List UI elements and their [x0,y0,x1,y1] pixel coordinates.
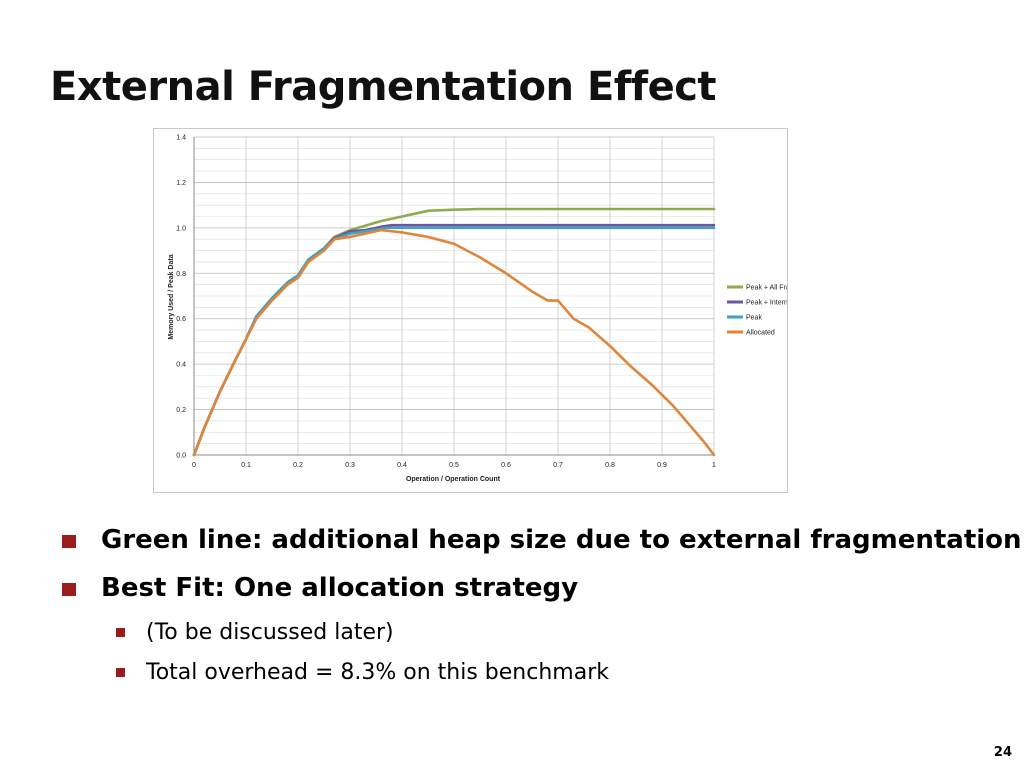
y-tick-label: 1.2 [176,180,186,187]
x-tick-label: 0.2 [293,462,303,469]
y-tick-label: 1.4 [176,135,186,142]
x-tick-label: 0.5 [449,462,459,469]
y-axis-label: Memory Used / Peak Data [168,254,175,339]
square-bullet-icon [62,583,76,596]
small-square-bullet-icon [116,668,125,677]
x-tick-label: 0.9 [657,462,667,469]
chart-series [192,207,716,457]
bullet-text: Best Fit: One allocation strategy [101,573,579,603]
slide-title: External Fragmentation Effect [50,64,717,110]
chart-grid [193,136,715,456]
sub-bullet-item: (To be discussed later) [62,616,1012,656]
y-tick-label: 0.2 [176,407,186,414]
legend-label: Peak + All Frag (Best Fit) [746,285,787,292]
bullet-list: Green line: additional heap size due to … [62,520,1022,696]
y-tick-label: 0.8 [176,271,186,278]
y-tick-label: 0.4 [176,362,186,369]
sub-bullet-item: Total overhead = 8.3% on this benchmark [62,656,1012,696]
small-square-bullet-icon [116,628,125,637]
x-tick-label: 0.7 [553,462,563,469]
y-tick-label: 0.6 [176,316,186,323]
sub-bullet-text: Total overhead = 8.3% on this benchmark [146,660,609,685]
legend-label: Allocated [746,330,775,337]
legend-label: Peak + Internal Frag [746,300,787,307]
chart-frame: 0.0 0.2 0.4 0.6 0.8 1.0 1.2 1.4 0 0.1 0.2 0.3 0.4 0.5… [153,128,788,493]
fragmentation-chart: 0.0 0.2 0.4 0.6 0.8 1.0 1.2 1.4 0 0.1 0.2 0.3 0.4 0.5… [168,135,787,484]
x-tick-label: 0.6 [501,462,511,469]
y-tick-label: 0.0 [176,453,186,460]
x-tick-label: 0.1 [241,462,251,469]
x-tick-label: 0.3 [345,462,355,469]
sub-bullet-text: (To be discussed later) [146,620,394,645]
page-number: 24 [993,745,1012,760]
bullet-item: Green line: additional heap size due to … [62,520,1022,568]
y-tick-label: 1.0 [176,225,186,232]
chart-ticks: 0.0 0.2 0.4 0.6 0.8 1.0 1.2 1.4 0 0.1 0.2 0.3 0.4 0.5… [176,135,716,470]
x-tick-label: 1 [712,462,716,469]
x-tick-label: 0.4 [397,462,407,469]
series-line-4 [192,228,716,457]
square-bullet-icon [62,535,76,548]
bullet-item: Best Fit: One allocation strategy [62,568,1012,616]
legend-label: Peak [746,315,762,322]
chart-legend: Peak + All Frag (Best Fit) Peak + Interna… [727,285,787,337]
x-tick-label: 0.8 [605,462,615,469]
x-tick-label: 0 [192,462,196,469]
x-axis-label: Operation / Operation Count [406,476,501,483]
bullet-text: Green line: additional heap size due to … [101,525,1022,555]
